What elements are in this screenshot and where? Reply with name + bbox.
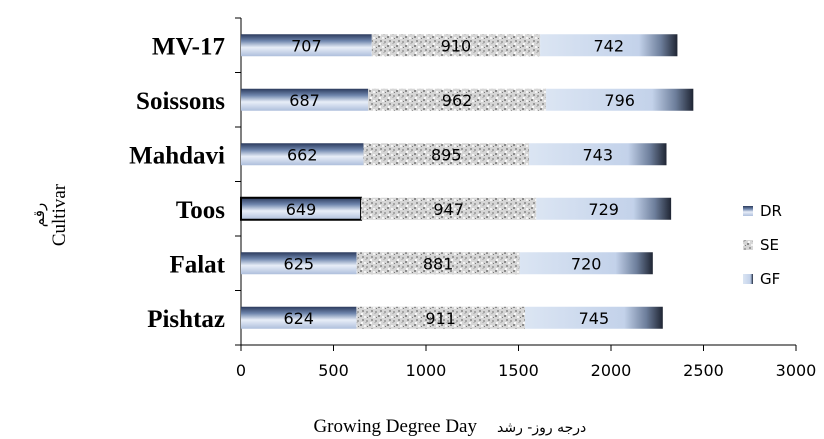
category-labels: MV-17 Soissons Mahdavi Toos Falat Pishtaz bbox=[129, 17, 241, 346]
data-label: 742 bbox=[594, 36, 625, 55]
data-label: 745 bbox=[579, 309, 610, 328]
x-tick-label: 3000 bbox=[776, 361, 817, 380]
bar-segment-dr bbox=[241, 306, 357, 329]
data-label: 624 bbox=[283, 309, 314, 328]
data-label: 895 bbox=[431, 145, 462, 164]
legend-swatch-se bbox=[743, 240, 753, 250]
data-label: 911 bbox=[425, 309, 456, 328]
bar-segment-gf bbox=[546, 88, 694, 111]
data-label: 743 bbox=[582, 145, 613, 164]
data-label: 687 bbox=[289, 91, 320, 110]
legend-swatch-gf bbox=[743, 274, 753, 284]
data-label: 720 bbox=[571, 254, 602, 273]
data-label: 962 bbox=[442, 91, 473, 110]
category-label: MV-17 bbox=[152, 33, 225, 60]
bar-segment-se bbox=[368, 88, 547, 111]
x-ticks: 0 500 1000 1500 2000 2500 3000 bbox=[236, 345, 816, 380]
x-tick-label: 2000 bbox=[591, 361, 632, 380]
bar-segment-se bbox=[361, 197, 537, 220]
bar-segment-gf bbox=[529, 143, 667, 166]
data-label: 662 bbox=[287, 145, 318, 164]
data-label: 796 bbox=[604, 91, 635, 110]
category-label: Mahdavi bbox=[129, 142, 225, 169]
y-axis-label-fa: رقم bbox=[30, 203, 48, 227]
bar-segment-gf bbox=[519, 252, 653, 275]
bars: 707 910 742 687 962 796 662 895 743 649 947 729 625 8… bbox=[240, 34, 694, 329]
data-label: 881 bbox=[423, 254, 454, 273]
bar-segment-dr bbox=[241, 143, 364, 166]
data-label: 707 bbox=[291, 36, 322, 55]
x-tick-label: 2500 bbox=[683, 361, 724, 380]
legend-swatch-dr bbox=[743, 206, 753, 216]
data-label: 947 bbox=[433, 200, 464, 219]
legend: DR SE GF bbox=[743, 202, 782, 288]
data-label: 910 bbox=[441, 36, 472, 55]
bar-segment-gf bbox=[536, 197, 672, 220]
category-label: Soissons bbox=[136, 88, 225, 115]
bar-segment-gf bbox=[524, 306, 663, 329]
x-axis-label-fa: درجه روز- رشد bbox=[497, 420, 586, 436]
legend-label-se: SE bbox=[760, 236, 779, 254]
x-tick-label: 1000 bbox=[406, 361, 447, 380]
bar-segment-se bbox=[356, 306, 525, 329]
category-label: Toos bbox=[176, 197, 225, 224]
legend-label-gf: GF bbox=[760, 270, 780, 288]
data-label: 625 bbox=[284, 254, 315, 273]
axes bbox=[240, 18, 796, 351]
bar-segment-dr bbox=[241, 34, 372, 57]
x-tick-label: 500 bbox=[318, 361, 349, 380]
category-label: Falat bbox=[169, 251, 225, 278]
data-label: 729 bbox=[588, 200, 619, 219]
legend-label-dr: DR bbox=[760, 202, 782, 220]
category-label: Pishtaz bbox=[147, 306, 225, 333]
x-tick-label: 1500 bbox=[498, 361, 539, 380]
bar-segment-dr bbox=[241, 88, 369, 111]
bar-segment-se bbox=[356, 252, 520, 275]
bar-segment-se bbox=[371, 34, 541, 57]
bar-segment-gf bbox=[540, 34, 678, 57]
bar-segment-dr bbox=[241, 252, 357, 275]
y-axis-label: Cultivar bbox=[49, 183, 70, 246]
x-tick-label: 0 bbox=[236, 361, 246, 380]
data-label: 649 bbox=[286, 200, 317, 219]
bar-segment-se bbox=[363, 143, 530, 166]
x-axis-label: Growing Degree Day bbox=[313, 416, 477, 437]
